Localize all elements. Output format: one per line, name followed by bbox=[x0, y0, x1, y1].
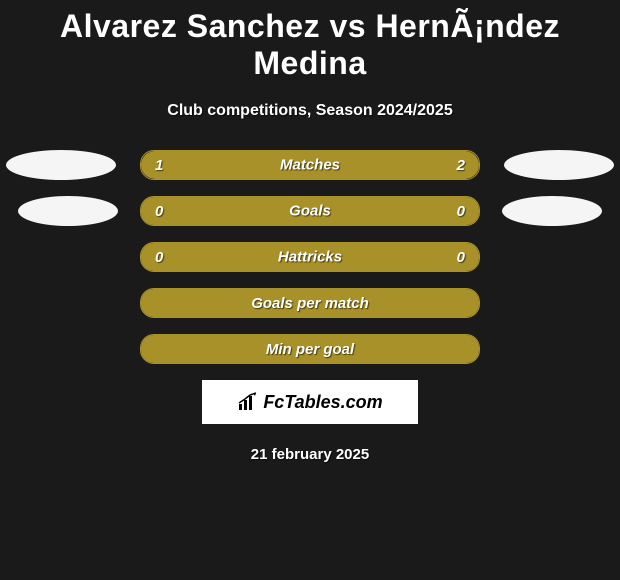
stat-bar-matches: 1 Matches 2 bbox=[140, 150, 480, 180]
stat-label: Min per goal bbox=[141, 341, 479, 358]
stat-row-goals: 0 Goals 0 bbox=[0, 196, 620, 226]
stat-bar-hattricks: 0 Hattricks 0 bbox=[140, 242, 480, 272]
player-left-oval bbox=[18, 196, 118, 226]
logo-content: FcTables.com bbox=[237, 392, 382, 413]
player-left-oval bbox=[6, 150, 116, 180]
stat-left-value: 0 bbox=[141, 249, 177, 266]
stat-bar-goals: 0 Goals 0 bbox=[140, 196, 480, 226]
page-subtitle: Club competitions, Season 2024/2025 bbox=[0, 102, 620, 120]
stat-label: Matches bbox=[280, 157, 340, 174]
player-right-oval bbox=[504, 150, 614, 180]
stat-label: Goals per match bbox=[141, 295, 479, 312]
stat-bar-mpg: Min per goal bbox=[140, 334, 480, 364]
player-right-oval bbox=[502, 196, 602, 226]
stat-right-value: 0 bbox=[443, 203, 479, 220]
bar-chart-icon bbox=[237, 392, 259, 412]
stat-label: Hattricks bbox=[278, 249, 342, 266]
stat-left-value: 1 bbox=[141, 157, 177, 174]
stat-row-mpg: Min per goal bbox=[0, 334, 620, 364]
stat-row-gpm: Goals per match bbox=[0, 288, 620, 318]
page-title: Alvarez Sanchez vs HernÃ¡ndez Medina bbox=[0, 0, 620, 82]
stat-right-value: 0 bbox=[443, 249, 479, 266]
logo-text: FcTables.com bbox=[263, 392, 382, 413]
stat-row-matches: 1 Matches 2 bbox=[0, 150, 620, 180]
stat-row-hattricks: 0 Hattricks 0 bbox=[0, 242, 620, 272]
stats-container: 1 Matches 2 0 Goals 0 0 Hattricks 0 Goal… bbox=[0, 150, 620, 364]
footer-date: 21 february 2025 bbox=[0, 446, 620, 463]
stat-bar-gpm: Goals per match bbox=[140, 288, 480, 318]
stat-right-value: 2 bbox=[443, 157, 479, 174]
stat-label: Goals bbox=[289, 203, 331, 220]
logo-box[interactable]: FcTables.com bbox=[202, 380, 418, 424]
stat-left-value: 0 bbox=[141, 203, 177, 220]
